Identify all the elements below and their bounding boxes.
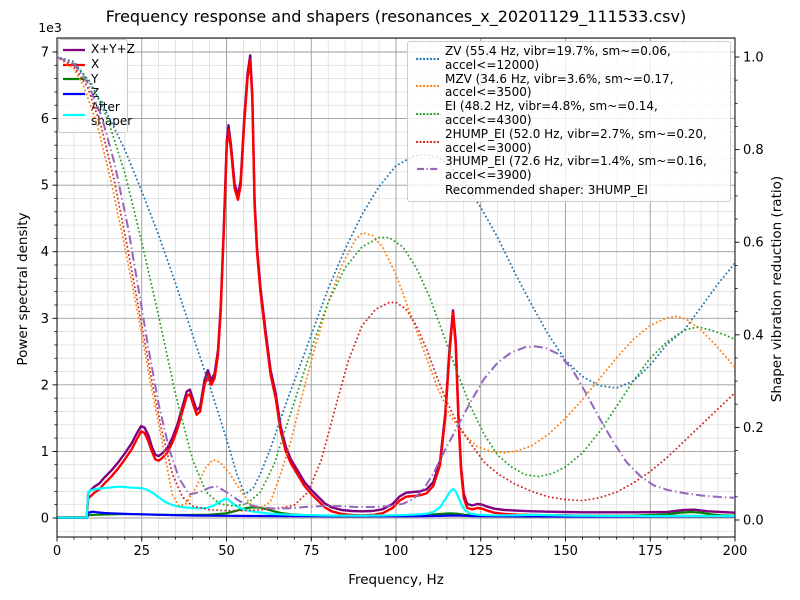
svg-text:125: 125 bbox=[468, 544, 493, 559]
legend-row: Y bbox=[62, 72, 124, 87]
svg-text:175: 175 bbox=[638, 544, 663, 559]
legend-row: Z bbox=[62, 86, 124, 102]
legend-row: X+Y+Z bbox=[62, 43, 135, 58]
svg-text:1: 1 bbox=[41, 445, 49, 460]
y-axis-offset-text: 1e3 bbox=[38, 20, 62, 35]
legend-line-swatch bbox=[62, 75, 86, 83]
legend-row: MZV (34.6 Hz, vibr=3.6%, sm~=0.17, accel… bbox=[416, 71, 722, 101]
svg-text:2: 2 bbox=[41, 378, 49, 393]
legend-label: 2HUMP_EI (52.0 Hz, vibr=2.7%, sm~=0.20, … bbox=[445, 126, 707, 155]
legend-line-swatch bbox=[62, 111, 86, 119]
svg-text:25: 25 bbox=[133, 544, 150, 559]
legend-line-swatch bbox=[416, 82, 440, 90]
svg-text:150: 150 bbox=[553, 544, 578, 559]
y-axis-left-label: Power spectral density bbox=[15, 212, 31, 366]
svg-text:0.8: 0.8 bbox=[743, 143, 764, 158]
legend-label: Y bbox=[91, 71, 99, 86]
svg-text:100: 100 bbox=[384, 544, 409, 559]
legend-line-swatch bbox=[416, 138, 440, 146]
svg-text:0.2: 0.2 bbox=[743, 421, 764, 436]
svg-text:200: 200 bbox=[723, 544, 748, 559]
y-axis-right-label: Shaper vibration reduction (ratio) bbox=[769, 175, 785, 403]
legend-label: After shaper bbox=[91, 100, 133, 129]
svg-text:0.6: 0.6 bbox=[743, 236, 764, 251]
svg-text:0: 0 bbox=[53, 544, 61, 559]
chart-title: Frequency response and shapers (resonanc… bbox=[105, 7, 687, 26]
legend-label: EI (48.2 Hz, vibr=4.8%, sm~=0.14, accel<… bbox=[445, 99, 658, 127]
legend-row: X bbox=[62, 56, 124, 73]
legend-row: 3HUMP_EI (72.6 Hz, vibr=1.4%, sm~=0.16, … bbox=[416, 155, 722, 183]
legend-line-swatch bbox=[62, 46, 86, 54]
legend-label: ZV (55.4 Hz, vibr=19.7%, sm~=0.06, accel… bbox=[445, 44, 671, 72]
svg-text:3: 3 bbox=[41, 312, 49, 327]
svg-text:6: 6 bbox=[41, 112, 49, 127]
svg-text:5: 5 bbox=[41, 179, 49, 194]
legend-line-swatch bbox=[416, 55, 440, 63]
legend-row: ZV (55.4 Hz, vibr=19.7%, sm~=0.06, accel… bbox=[416, 44, 722, 73]
svg-text:0.0: 0.0 bbox=[743, 514, 764, 529]
legend-row: EI (48.2 Hz, vibr=4.8%, sm~=0.14, accel<… bbox=[416, 99, 722, 128]
svg-text:75: 75 bbox=[303, 544, 320, 559]
legend-label: MZV (34.6 Hz, vibr=3.6%, sm~=0.17, accel… bbox=[445, 71, 674, 100]
legend-line-swatch bbox=[416, 165, 440, 173]
legend-row: 2HUMP_EI (52.0 Hz, vibr=2.7%, sm~=0.20, … bbox=[416, 126, 722, 156]
recommended-shaper-note: Recommended shaper: 3HUMP_EI bbox=[445, 182, 648, 197]
svg-text:0.4: 0.4 bbox=[743, 328, 764, 343]
legend-right: ZV (55.4 Hz, vibr=19.7%, sm~=0.06, accel… bbox=[407, 41, 731, 203]
legend-recommendation-row: Recommended shaper: 3HUMP_EI bbox=[416, 183, 722, 198]
legend-label: Z bbox=[91, 86, 100, 101]
legend-label: X bbox=[91, 56, 100, 71]
svg-text:4: 4 bbox=[41, 245, 49, 260]
svg-text:7: 7 bbox=[41, 46, 49, 61]
legend-line-swatch bbox=[416, 110, 440, 118]
legend-line-swatch bbox=[62, 61, 86, 69]
x-axis-label: Frequency, Hz bbox=[348, 572, 444, 588]
svg-text:1.0: 1.0 bbox=[743, 51, 764, 66]
legend-label: X+Y+Z bbox=[91, 42, 135, 57]
legend-row: After shaper bbox=[62, 101, 132, 129]
svg-text:50: 50 bbox=[218, 544, 235, 559]
legend-line-swatch bbox=[62, 90, 86, 98]
legend-label: 3HUMP_EI (72.6 Hz, vibr=1.4%, sm~=0.16, … bbox=[445, 154, 707, 183]
svg-text:0: 0 bbox=[41, 512, 49, 527]
legend-left: X+Y+Z X Y Z After shaper bbox=[58, 39, 135, 133]
